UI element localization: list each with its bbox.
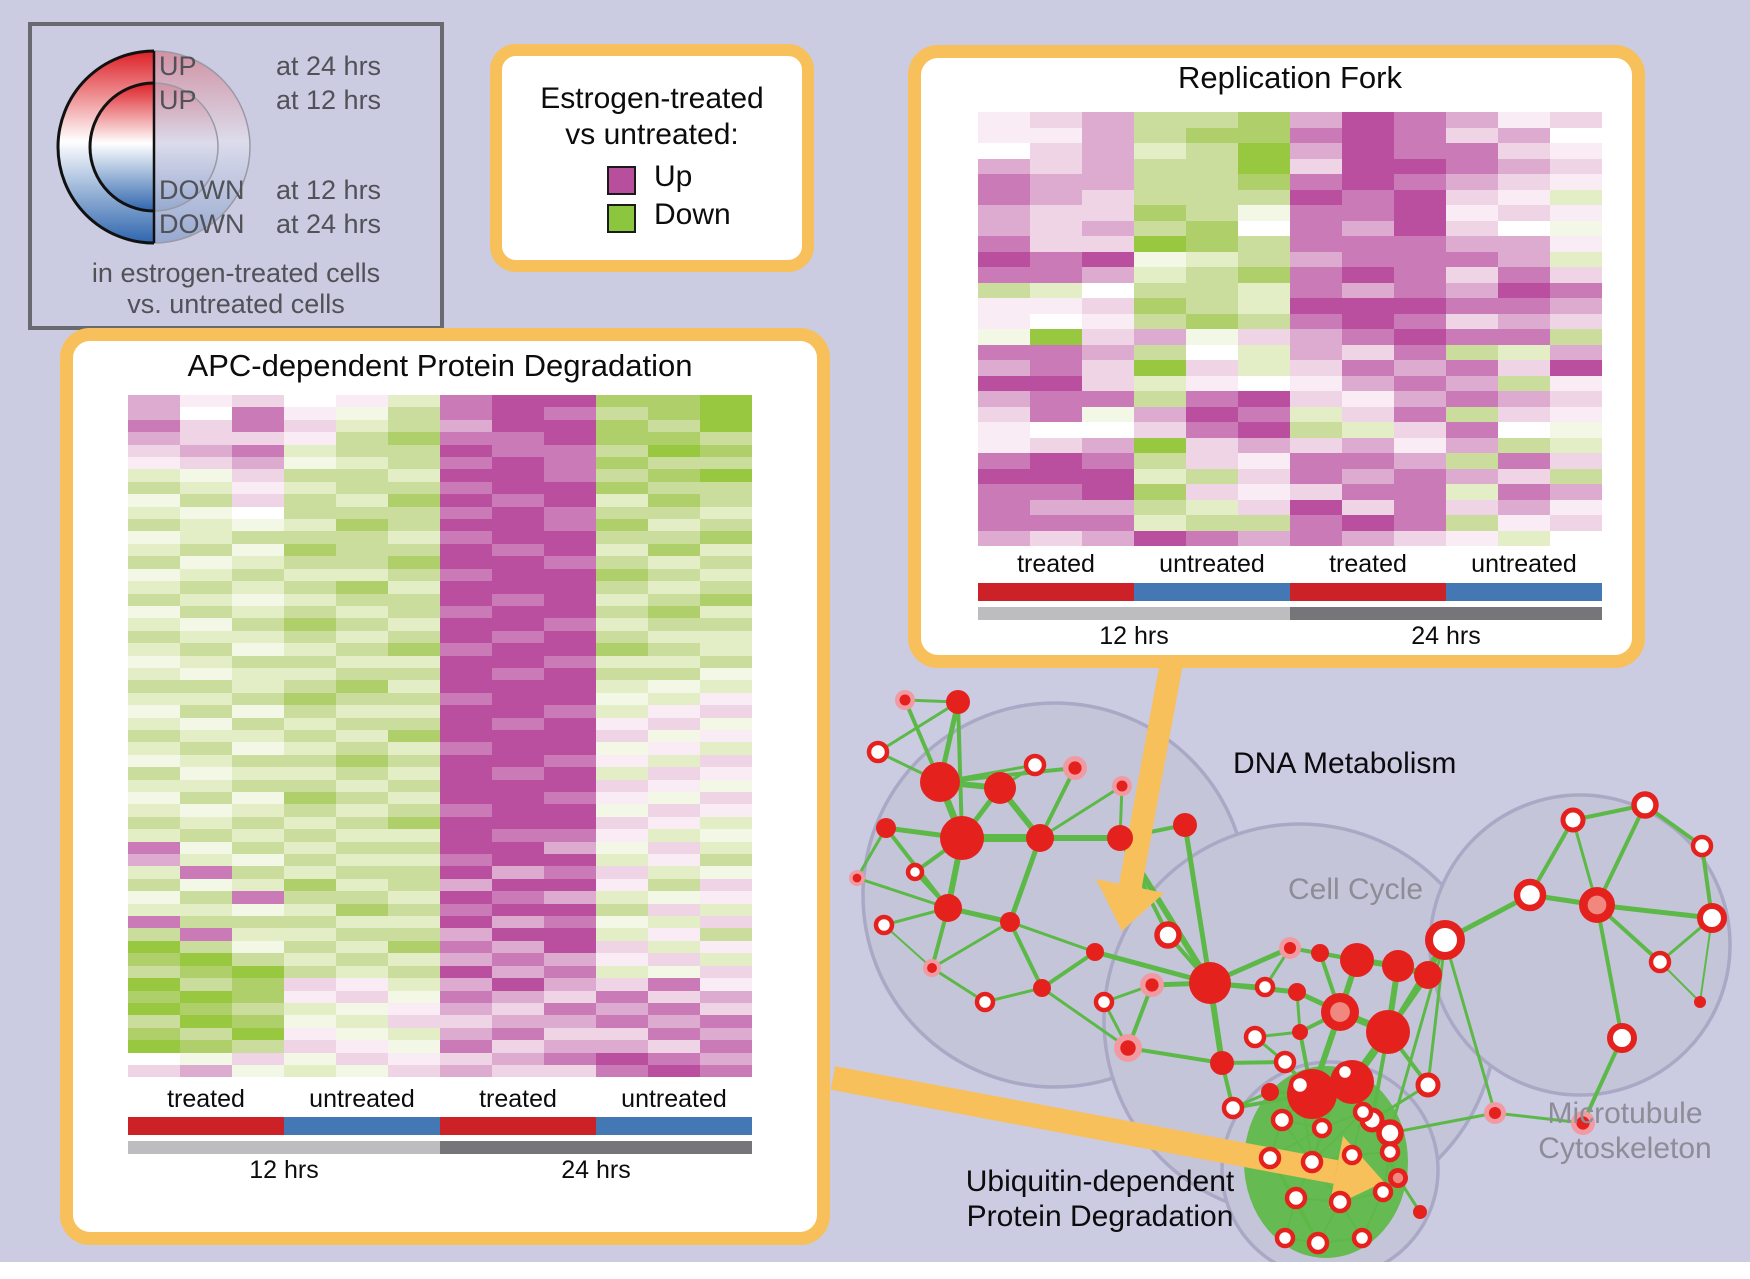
rf-group-label: untreated (1471, 550, 1577, 578)
rf-12hrs-bar (978, 607, 1290, 620)
apc-group-label: untreated (621, 1085, 727, 1113)
apc-treated-bar (128, 1117, 284, 1135)
up-label: Up (654, 160, 693, 193)
rf-untreated-bar (1446, 583, 1602, 601)
ring-dir-label: DOWN (159, 209, 245, 239)
apc-24hrs-label: 24 hrs (561, 1156, 631, 1184)
ring-time-label: at 12 hrs (276, 85, 382, 115)
cluster-label-text: DNA Metabolism (1233, 747, 1457, 780)
replication-fork-heatmap (978, 112, 1602, 546)
ring-time-label: at 24 hrs (276, 209, 382, 239)
rf-12hrs-label: 12 hrs (1099, 622, 1169, 650)
cluster-label-cell-cycle: Cell Cycle (1288, 872, 1423, 907)
expression-rings-graphic (56, 49, 251, 245)
ring-dir-label: UP (159, 51, 197, 81)
apc-treated-bar (440, 1117, 596, 1135)
down-color-swatch (607, 204, 636, 233)
ring-dir-label: UP (159, 85, 197, 115)
apc-12hrs-bar (128, 1141, 440, 1154)
apc-24hrs-bar (440, 1141, 752, 1154)
cluster-label-ubiquitin-degradation: Ubiquitin-dependent Protein Degradation (945, 1164, 1255, 1234)
legend-title-line2: vs untreated: (565, 118, 739, 151)
apc-degradation-heatmap (128, 395, 752, 1078)
cluster-label-text: Cell Cycle (1288, 873, 1424, 906)
rf-group-label: treated (1017, 550, 1095, 578)
ring-time-label: at 24 hrs (276, 51, 382, 81)
cluster-label-text: Microtubule (1547, 1097, 1703, 1130)
apc-untreated-bar (284, 1117, 440, 1135)
rf-group-label: untreated (1159, 550, 1265, 578)
rf-untreated-bar (1134, 583, 1290, 601)
scale-legend-box: UP at 24 hrs UP at 12 hrs DOWN at 12 hrs… (28, 22, 444, 330)
scale-caption-line2: vs. untreated cells (127, 289, 345, 319)
up-color-swatch (607, 166, 636, 195)
rf-24hrs-bar (1290, 607, 1602, 620)
bottom-margin (0, 1262, 1750, 1279)
cluster-label-dna-metabolism: DNA Metabolism (1233, 746, 1456, 781)
apc-group-label: untreated (309, 1085, 415, 1113)
legend-title-line1: Estrogen-treated (540, 82, 764, 115)
color-legend-box: Estrogen-treated vs untreated: Up Down (490, 44, 814, 272)
rf-24hrs-label: 24 hrs (1411, 622, 1481, 650)
cluster-label-microtubule-cytoskeleton: Microtubule Cytoskeleton (1510, 1096, 1740, 1166)
cluster-label-text: Ubiquitin-dependent (965, 1165, 1235, 1198)
rf-treated-bar (978, 583, 1134, 601)
apc-degradation-title: APC-dependent Protein Degradation (187, 348, 693, 383)
apc-group-label: treated (479, 1085, 557, 1113)
apc-untreated-bar (596, 1117, 752, 1135)
cluster-label-text: Protein Degradation (966, 1200, 1234, 1233)
rf-group-label: treated (1329, 550, 1407, 578)
rf-treated-bar (1290, 583, 1446, 601)
ring-time-label: at 12 hrs (276, 175, 382, 205)
apc-12hrs-label: 12 hrs (249, 1156, 319, 1184)
replication-fork-title: Replication Fork (1178, 60, 1402, 95)
scale-caption-line1: in estrogen-treated cells (91, 258, 381, 288)
cluster-label-text: Cytoskeleton (1538, 1132, 1712, 1165)
apc-group-label: treated (167, 1085, 245, 1113)
down-label: Down (654, 198, 731, 231)
ring-dir-label: DOWN (159, 175, 245, 205)
